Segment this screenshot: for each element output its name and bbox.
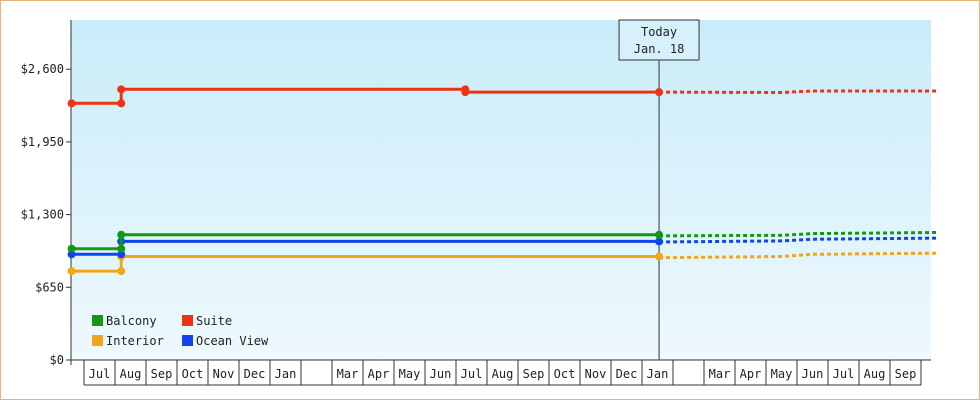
today-label: Today <box>641 25 677 39</box>
x-tick-label: Aug <box>120 367 142 381</box>
x-tick-label: Dec <box>616 367 638 381</box>
y-tick-label: $2,600 <box>21 62 64 76</box>
legend-item-suite: Suite <box>182 314 232 328</box>
y-tick-label: $650 <box>35 280 64 294</box>
legend-item-interior: Interior <box>92 334 164 348</box>
data-point-suite <box>67 99 76 108</box>
legend-swatch <box>92 335 103 346</box>
y-tick-label: $0 <box>50 353 64 367</box>
x-tick-label: Nov <box>585 367 607 381</box>
legend-label: Interior <box>106 334 164 348</box>
series-group <box>67 85 937 276</box>
x-tick-label: Jun <box>430 367 452 381</box>
data-point-ocean-view <box>67 250 76 259</box>
data-point-balcony <box>67 244 76 253</box>
series-balcony <box>67 230 937 253</box>
legend-swatch <box>92 315 103 326</box>
x-tick-label: Apr <box>368 367 390 381</box>
x-axis: Jul Aug Sep Oct Nov Dec Jan Mar Apr May Jun Jul Aug S… <box>71 359 931 386</box>
x-tick-label: Aug <box>492 367 514 381</box>
x-tick-label: Jan <box>275 367 297 381</box>
x-tick-label: Sep <box>523 367 545 381</box>
legend-swatch <box>182 335 193 346</box>
x-tick-label: May <box>399 367 421 381</box>
x-tick-label: Jun <box>802 367 824 381</box>
x-tick-label: Jan <box>647 367 669 381</box>
legend-label: Ocean View <box>196 334 269 348</box>
x-tick-label: Dec <box>244 367 266 381</box>
x-tick-label: May <box>771 367 793 381</box>
plot-area <box>71 20 931 360</box>
series-suite <box>67 85 937 108</box>
data-point-suite <box>117 85 126 94</box>
legend-swatch <box>182 315 193 326</box>
legend-item-ocean-view: Ocean View <box>182 334 269 348</box>
x-tick-label: Aug <box>864 367 886 381</box>
legend-item-balcony: Balcony <box>92 314 157 328</box>
x-tick-label: Apr <box>740 367 762 381</box>
data-point-suite <box>117 99 126 108</box>
series-line-suite <box>71 87 660 105</box>
data-point-balcony <box>655 230 664 239</box>
data-point-suite <box>461 88 470 97</box>
x-tick-label: Mar <box>709 367 731 381</box>
data-point-ocean-view <box>117 250 126 259</box>
y-axis: $0 $650 $1,300 $1,950 $2,600 <box>21 20 72 367</box>
data-point-balcony <box>117 230 126 239</box>
today-date: Jan. 18 <box>634 42 685 56</box>
y-tick-label: $1,300 <box>21 208 64 222</box>
x-tick-label: Mar <box>337 367 359 381</box>
x-tick-label: Sep <box>895 367 917 381</box>
x-tick-label: Jul <box>461 367 483 381</box>
data-point-interior <box>117 267 126 276</box>
data-point-interior <box>655 252 664 261</box>
x-tick-label: Jul <box>833 367 855 381</box>
today-marker: Today Jan. 18 <box>618 19 700 360</box>
data-point-ocean-view <box>655 237 664 246</box>
series-line-interior <box>71 255 660 273</box>
data-point-suite <box>655 88 664 97</box>
legend: Balcony Suite Interior Ocean View <box>92 314 269 348</box>
today-box <box>618 19 700 61</box>
legend-label: Suite <box>196 314 232 328</box>
legend-label: Balcony <box>106 314 157 328</box>
x-tick-label: Oct <box>554 367 576 381</box>
x-tick-label: Oct <box>182 367 204 381</box>
series-line-balcony <box>71 233 660 251</box>
x-tick-label: Jul <box>89 367 111 381</box>
x-tick-label: Sep <box>151 367 173 381</box>
y-tick-label: $1,950 <box>21 135 64 149</box>
data-point-interior <box>67 267 76 276</box>
x-tick-label: Nov <box>213 367 235 381</box>
data-point-balcony <box>117 244 126 253</box>
